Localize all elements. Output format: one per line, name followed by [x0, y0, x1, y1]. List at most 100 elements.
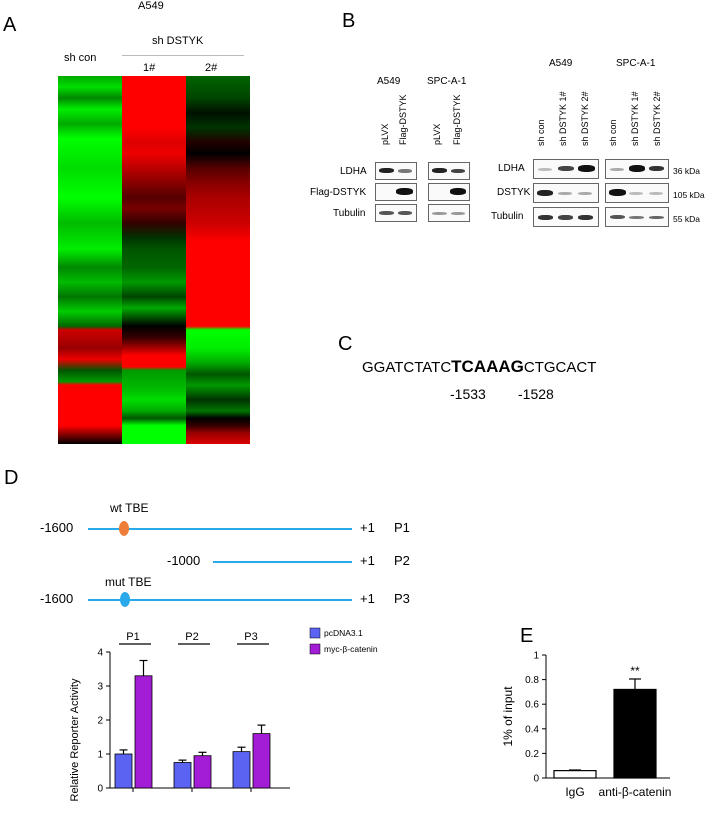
bar — [173, 762, 192, 789]
blot-right-ldha-a549 — [533, 159, 599, 179]
lane-label: sh con — [536, 119, 546, 146]
blot-row-label: LDHA — [498, 163, 525, 174]
legend-swatch — [309, 643, 321, 655]
construct-line-p3 — [88, 599, 352, 601]
lane-label: sh DSTYK 2# — [580, 91, 590, 146]
sequence-position-end: -1528 — [518, 386, 554, 402]
sequence-binding-site: TCAAAG — [451, 357, 524, 376]
blot-right-cell-b: SPC-A-1 — [616, 58, 656, 69]
heatmap-column-1 — [122, 76, 186, 444]
sequence-right: CTGCACT — [523, 359, 597, 376]
heatmap — [58, 76, 250, 444]
construct-end: +1 — [360, 520, 375, 535]
tbe-sequence: GGATCTATCTCAAAGCTGCACT — [362, 357, 596, 377]
blot-left-cell-b: SPC-A-1 — [427, 76, 467, 87]
construct-start: -1600 — [40, 591, 74, 606]
blot-left-ldha-a549 — [375, 162, 417, 180]
bar — [134, 675, 153, 789]
blot-right-dstyk-a549 — [533, 183, 599, 203]
lane-label: pLVX — [380, 123, 390, 145]
construct-name: P1 — [394, 520, 410, 535]
y-tick-label: 0.2 — [525, 749, 539, 760]
heatmap-group-rule — [122, 55, 244, 56]
bar — [193, 755, 212, 789]
blot-size-label: 55 kDa — [673, 214, 700, 224]
blot-right-tubulin-spc — [605, 207, 669, 227]
group-label: P3 — [244, 631, 257, 643]
bar — [613, 688, 657, 779]
heatmap-column-2 — [186, 76, 250, 444]
construct-name: P3 — [394, 591, 410, 606]
group-label: P2 — [185, 631, 198, 643]
heatmap-col-control: sh con — [64, 52, 97, 64]
sequence-left: GGATCTATC — [362, 359, 452, 376]
legend-label: pcDNA3.1 — [324, 628, 363, 638]
panel-a-title: A549 — [138, 0, 164, 12]
x-tick-label: IgG — [565, 785, 584, 799]
mut-tbe-site — [120, 592, 130, 607]
y-tick-label: 0.4 — [525, 724, 539, 735]
construct-name: P2 — [394, 553, 410, 568]
lane-label: sh con — [608, 119, 618, 146]
y-axis-label: Relative Reporter Activity — [69, 678, 81, 801]
heatmap-group-label: sh DSTYK — [152, 35, 204, 47]
bar — [553, 770, 597, 779]
x-tick-label: anti-β-catenin — [599, 785, 672, 799]
bar — [252, 733, 271, 789]
blot-right-ldha-spc — [605, 159, 669, 179]
wt-tbe-site — [119, 521, 129, 536]
blot-left-tubulin-a549 — [375, 204, 417, 222]
heatmap-col-2: 2# — [205, 62, 218, 74]
blot-left-tubulin-spc — [428, 204, 470, 222]
y-tick-label: 4 — [97, 648, 103, 659]
lane-label: pLVX — [432, 123, 442, 145]
group-label: P1 — [126, 631, 139, 643]
blot-row-label: Tubulin — [333, 208, 366, 219]
blot-row-label: LDHA — [340, 166, 367, 177]
blot-left-flag-spc — [428, 183, 470, 201]
construct-start: -1000 — [167, 553, 201, 568]
blot-size-label: 105 kDa — [673, 190, 705, 200]
construct-start: -1600 — [40, 520, 74, 535]
blot-left-cell-a: A549 — [377, 76, 401, 87]
lane-label: Flag-DSTYK — [398, 94, 408, 145]
y-axis-label: 1% of input — [501, 686, 515, 747]
y-tick-label: 2 — [97, 716, 103, 727]
blot-size-label: 36 kDa — [673, 166, 700, 176]
y-tick-label: 1 — [533, 651, 539, 662]
bar — [114, 753, 133, 789]
construct-end: +1 — [360, 553, 375, 568]
blot-row-label: DSTYK — [497, 187, 531, 198]
lane-label: sh DSTYK 1# — [558, 91, 568, 146]
legend-label: myc-β-catenin — [324, 644, 378, 654]
panel-d-letter: D — [4, 467, 19, 489]
y-tick-label: 3 — [97, 682, 103, 693]
chip-chart: 0 0.2 0.4 0.6 0.8 1 1% of input IgG ** anti-β-cat… — [501, 651, 672, 800]
construct-line-p1 — [88, 528, 352, 530]
bar — [232, 751, 251, 789]
heatmap-col-1: 1# — [143, 62, 156, 74]
panel-c-letter: C — [338, 333, 353, 355]
blot-left-ldha-spc — [428, 162, 470, 180]
construct-end: +1 — [360, 591, 375, 606]
y-tick-label: 0 — [97, 784, 103, 795]
sequence-position-start: -1533 — [450, 386, 486, 402]
panel-a-letter: A — [3, 14, 17, 36]
blot-left-flag-a549 — [375, 183, 417, 201]
y-tick-label: 0 — [533, 774, 539, 785]
lane-label: Flag-DSTYK — [452, 94, 462, 145]
y-tick-label: 1 — [97, 750, 103, 761]
blot-right-cell-a: A549 — [549, 58, 573, 69]
blot-right-tubulin-a549 — [533, 207, 599, 227]
construct-line-p2 — [213, 561, 352, 563]
lane-label: sh DSTYK 1# — [630, 91, 640, 146]
panel-b-letter: B — [342, 10, 356, 32]
y-tick-label: 0.6 — [525, 700, 539, 711]
panel-e-letter: E — [520, 625, 534, 647]
reporter-activity-chart: 0 1 2 3 4 Relative Reporter Activity P1 P2 P3 pcD… — [69, 627, 378, 801]
y-tick-label: 0.8 — [525, 675, 539, 686]
construct-site-label: wt TBE — [110, 501, 149, 515]
lane-label: sh DSTYK 2# — [652, 91, 662, 146]
blot-row-label: Tubulin — [491, 211, 524, 222]
heatmap-column-control — [58, 76, 122, 444]
